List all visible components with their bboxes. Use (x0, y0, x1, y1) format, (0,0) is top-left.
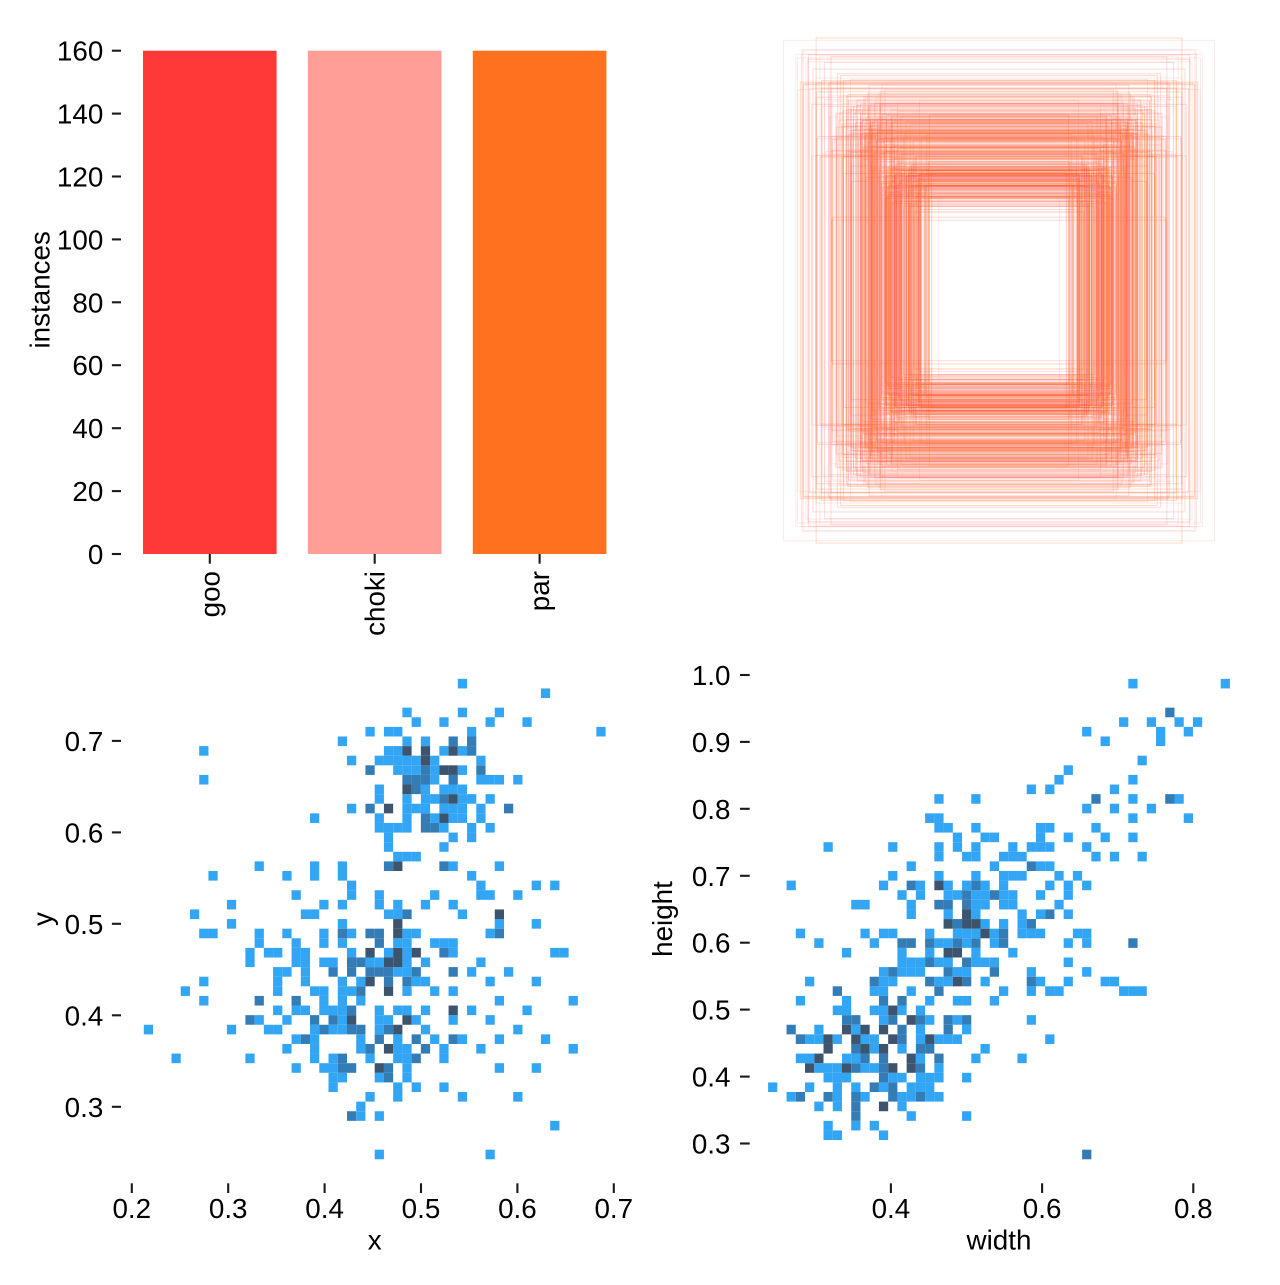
svg-text:0.7: 0.7 (594, 1193, 633, 1224)
svg-text:choki: choki (359, 571, 390, 636)
svg-text:20: 20 (72, 476, 103, 507)
svg-text:par: par (524, 571, 555, 611)
svg-text:0.3: 0.3 (65, 1092, 104, 1123)
svg-text:0.6: 0.6 (498, 1193, 537, 1224)
svg-text:160: 160 (57, 36, 103, 67)
svg-text:140: 140 (57, 99, 103, 130)
svg-text:0.6: 0.6 (692, 928, 731, 959)
svg-text:80: 80 (72, 287, 103, 318)
svg-text:x: x (368, 1225, 382, 1256)
svg-text:0.4: 0.4 (305, 1193, 344, 1224)
svg-text:0.3: 0.3 (692, 1129, 731, 1160)
svg-text:40: 40 (72, 413, 103, 444)
svg-text:0.9: 0.9 (692, 727, 731, 758)
svg-text:0.2: 0.2 (112, 1193, 151, 1224)
svg-text:0.6: 0.6 (65, 817, 104, 848)
svg-text:height: height (647, 881, 678, 957)
svg-text:0.3: 0.3 (209, 1193, 248, 1224)
svg-text:0.5: 0.5 (692, 995, 731, 1026)
svg-text:0.8: 0.8 (692, 794, 731, 825)
svg-text:y: y (27, 912, 58, 926)
svg-text:instances: instances (25, 231, 56, 348)
svg-text:120: 120 (57, 162, 103, 193)
svg-text:0.5: 0.5 (65, 909, 104, 940)
svg-text:0: 0 (88, 539, 103, 570)
svg-text:0.7: 0.7 (692, 861, 731, 892)
svg-text:60: 60 (72, 350, 103, 381)
svg-text:0.7: 0.7 (65, 726, 104, 757)
svg-text:goo: goo (194, 571, 225, 617)
svg-text:0.5: 0.5 (402, 1193, 441, 1224)
svg-text:0.4: 0.4 (65, 1000, 104, 1031)
svg-text:width: width (966, 1225, 1032, 1256)
svg-text:100: 100 (57, 224, 103, 255)
svg-text:1.0: 1.0 (692, 660, 731, 691)
svg-text:0.6: 0.6 (1023, 1193, 1062, 1224)
svg-text:0.8: 0.8 (1174, 1193, 1213, 1224)
svg-text:0.4: 0.4 (692, 1062, 731, 1093)
svg-text:0.4: 0.4 (872, 1193, 911, 1224)
